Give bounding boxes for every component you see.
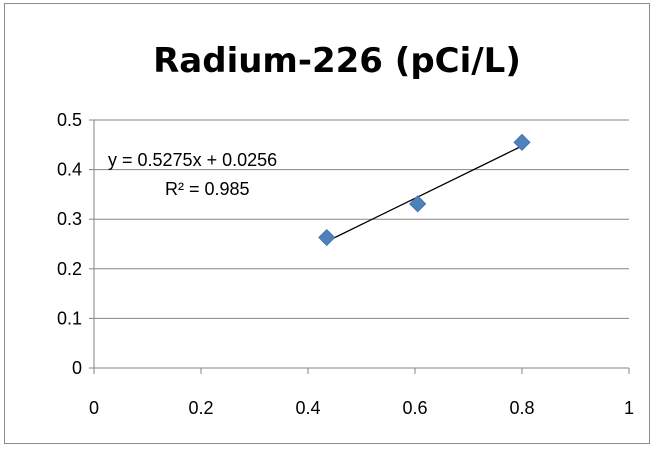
data-point: [513, 133, 531, 151]
y-tick-label: 0.5: [57, 110, 82, 130]
gridlines: [94, 119, 629, 319]
data-point: [409, 195, 427, 213]
x-tick-label: 1: [624, 398, 634, 418]
x-tick-label: 0.8: [509, 398, 534, 418]
r-squared-label: R² = 0.985: [165, 179, 250, 199]
y-tick-labels: 0 0.1 0.2 0.3 0.4 0.5: [57, 110, 82, 378]
data-points: [318, 133, 531, 247]
trendline: [326, 145, 523, 243]
x-tick-label: 0.6: [402, 398, 427, 418]
data-point: [318, 228, 336, 247]
y-tick-label: 0: [72, 358, 82, 378]
y-tick-label: 0.1: [57, 308, 82, 328]
x-tick-labels: 0 0.2 0.4 0.6 0.8 1: [89, 398, 634, 418]
x-tick-label: 0.4: [295, 398, 320, 418]
x-tick-label: 0.2: [188, 398, 213, 418]
y-tick-label: 0.4: [57, 160, 82, 180]
axes: [89, 119, 630, 374]
chart-frame: [4, 3, 650, 444]
chart-title: Radium-226 (pCi/L): [153, 41, 521, 81]
x-tick-label: 0: [89, 398, 99, 418]
y-tick-label: 0.2: [57, 259, 82, 279]
trendline-equation: y = 0.5275x + 0.0256: [108, 150, 277, 170]
y-tick-label: 0.3: [57, 209, 82, 229]
trendline-group: [326, 145, 523, 243]
